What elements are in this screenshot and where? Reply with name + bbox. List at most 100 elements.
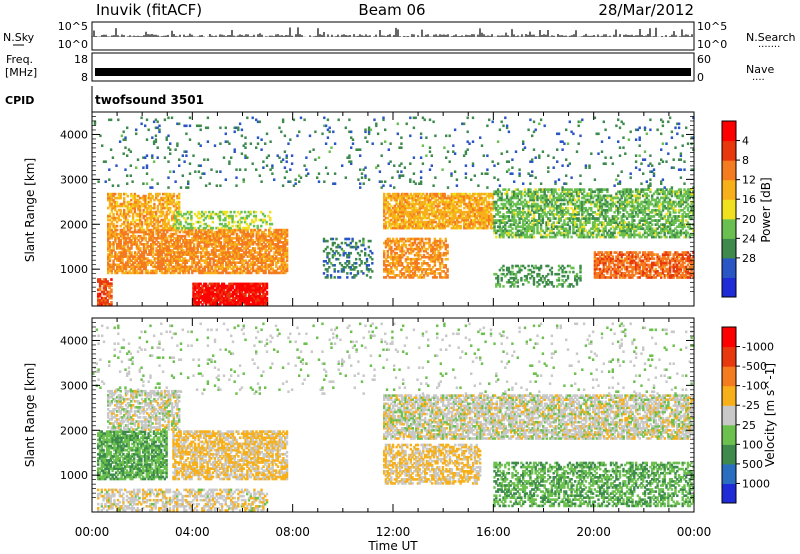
heat-cell (514, 219, 518, 222)
heat-cell (249, 210, 252, 214)
heat-cell (142, 196, 145, 200)
heat-cell (275, 230, 278, 234)
heat-cell (121, 212, 124, 216)
heat-cell (126, 206, 129, 210)
heat-cell (186, 216, 189, 220)
heat-cell (255, 255, 258, 258)
heat-cell (446, 243, 449, 247)
heat-cell (280, 261, 283, 264)
heat-cell (215, 301, 218, 304)
heat-cell (235, 303, 238, 306)
heat-cell (246, 284, 249, 288)
heat-cell (253, 269, 257, 273)
heat-cell (201, 236, 205, 240)
heat-cell (268, 239, 271, 242)
heat-cell (257, 251, 260, 254)
heat-cell (217, 267, 221, 271)
heat-cell (230, 303, 233, 306)
heat-cell (221, 255, 224, 258)
heat-cell (358, 253, 361, 257)
heat-cell (241, 269, 244, 273)
heat-cell (142, 214, 145, 218)
heat-cell (107, 247, 110, 250)
heat-cell (192, 247, 196, 250)
heat-cell (216, 269, 219, 273)
heat-cell (265, 296, 269, 300)
heat-cell (278, 251, 282, 254)
heat-cell (238, 282, 242, 286)
heat-cell (108, 198, 112, 202)
heat-cell (250, 232, 253, 236)
heat-cell (108, 292, 111, 296)
heat-cell (166, 249, 169, 252)
heat-cell (108, 263, 112, 267)
heat-cell (273, 245, 276, 248)
heat-cell (119, 269, 122, 273)
heat-cell (331, 237, 335, 241)
heat-cell (130, 255, 133, 258)
heat-cell (251, 243, 255, 246)
heat-cell (187, 265, 190, 269)
heat-cell (271, 239, 274, 242)
heat-cell (175, 228, 178, 232)
heat-cell (197, 288, 201, 292)
heat-cell (244, 261, 248, 264)
heat-cell (164, 269, 167, 273)
heat-cell (244, 271, 248, 275)
heat-cell (147, 192, 151, 196)
heat-cell (234, 236, 237, 240)
heat-cell (276, 251, 280, 254)
heat-cell (207, 261, 210, 264)
heat-cell (269, 241, 273, 244)
heat-cell (158, 243, 162, 246)
heat-cell (222, 292, 226, 296)
heat-cell (119, 218, 122, 222)
heat-cell (130, 198, 133, 202)
heat-cell (255, 267, 258, 271)
heat-cell (241, 234, 244, 238)
heat-cell (194, 284, 197, 288)
heat-cell (251, 299, 254, 302)
freq-trace (95, 68, 691, 76)
heat-cell (192, 299, 195, 302)
heat-cell (203, 236, 206, 240)
heat-cell (131, 212, 135, 216)
heat-cell (230, 243, 233, 246)
heat-cell (223, 259, 226, 262)
heat-cell (117, 241, 121, 244)
heat-cell (114, 202, 117, 206)
heat-cell (130, 267, 133, 271)
heat-cell (189, 265, 192, 269)
heat-cell (203, 239, 206, 242)
heat-cell (285, 249, 289, 252)
heat-cell (121, 204, 124, 208)
heat-cell (180, 234, 183, 238)
heat-cell (251, 234, 255, 238)
heat-cell (246, 265, 249, 269)
heat-cell (268, 263, 271, 267)
heat-cell (169, 267, 172, 271)
heat-cell (110, 206, 113, 210)
heat-cell (191, 241, 194, 244)
heat-cell (241, 239, 244, 242)
heat-cell (126, 200, 129, 204)
heat-cell (250, 267, 253, 271)
heat-cell (141, 253, 144, 256)
heat-cell (507, 188, 511, 191)
heat-cell (110, 232, 113, 236)
heat-cell (158, 192, 161, 196)
heat-cell (187, 253, 190, 256)
heat-cell (140, 222, 144, 226)
heat-cell (280, 245, 283, 248)
heat-cell (280, 265, 283, 269)
heat-cell (175, 245, 178, 248)
heat-cell (158, 265, 162, 269)
heat-cell (223, 234, 226, 238)
heat-cell (102, 292, 106, 296)
heat-cell (108, 192, 112, 196)
heat-cell (131, 206, 135, 210)
heat-cell (217, 299, 220, 302)
heat-cell (235, 228, 239, 232)
heat-cell (221, 234, 224, 238)
heat-cell (110, 243, 113, 246)
